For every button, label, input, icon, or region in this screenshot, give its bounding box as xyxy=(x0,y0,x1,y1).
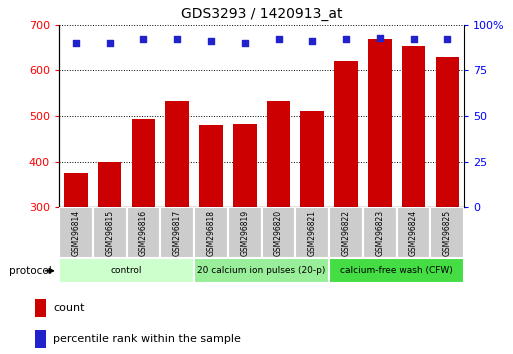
Bar xyxy=(93,207,127,258)
Bar xyxy=(430,207,464,258)
Bar xyxy=(402,46,425,207)
Text: control: control xyxy=(111,266,142,275)
Point xyxy=(207,38,215,44)
Point xyxy=(409,36,418,42)
Bar xyxy=(262,207,295,258)
Bar xyxy=(59,207,93,258)
Bar xyxy=(127,207,160,258)
Text: GSM296825: GSM296825 xyxy=(443,210,452,256)
Text: calcium-free wash (CFW): calcium-free wash (CFW) xyxy=(340,266,453,275)
Bar xyxy=(228,207,262,258)
Text: GSM296818: GSM296818 xyxy=(206,210,215,256)
Point xyxy=(72,40,80,46)
Text: GSM296824: GSM296824 xyxy=(409,210,418,256)
Text: 20 calcium ion pulses (20-p): 20 calcium ion pulses (20-p) xyxy=(198,266,326,275)
Bar xyxy=(301,112,324,207)
Bar xyxy=(64,173,88,207)
Bar xyxy=(59,258,194,283)
Text: protocol: protocol xyxy=(9,266,52,276)
Point xyxy=(376,35,384,40)
Bar xyxy=(334,61,358,207)
Bar xyxy=(165,101,189,207)
Bar xyxy=(368,39,391,207)
Point xyxy=(106,40,114,46)
Bar xyxy=(35,330,46,348)
Point xyxy=(274,36,283,42)
Bar xyxy=(233,124,256,207)
Text: GSM296823: GSM296823 xyxy=(376,210,384,256)
Point xyxy=(342,36,350,42)
Point xyxy=(241,40,249,46)
Bar xyxy=(160,207,194,258)
Bar xyxy=(295,207,329,258)
Text: GSM296821: GSM296821 xyxy=(308,210,317,256)
Bar xyxy=(329,258,464,283)
Text: GSM296817: GSM296817 xyxy=(173,210,182,256)
Bar xyxy=(194,207,228,258)
Text: GSM296815: GSM296815 xyxy=(105,210,114,256)
Point xyxy=(173,36,181,42)
Title: GDS3293 / 1420913_at: GDS3293 / 1420913_at xyxy=(181,7,342,21)
Point xyxy=(443,36,451,42)
Bar xyxy=(363,207,397,258)
Bar xyxy=(194,258,329,283)
Point xyxy=(140,36,148,42)
Text: GSM296819: GSM296819 xyxy=(240,210,249,256)
Point xyxy=(308,38,317,44)
Bar xyxy=(132,119,155,207)
Bar xyxy=(329,207,363,258)
Bar xyxy=(35,299,46,317)
Bar xyxy=(199,125,223,207)
Text: count: count xyxy=(53,303,85,313)
Text: GSM296816: GSM296816 xyxy=(139,210,148,256)
Bar xyxy=(436,57,459,207)
Bar xyxy=(267,101,290,207)
Text: percentile rank within the sample: percentile rank within the sample xyxy=(53,334,241,344)
Bar xyxy=(98,161,122,207)
Text: GSM296820: GSM296820 xyxy=(274,210,283,256)
Text: GSM296814: GSM296814 xyxy=(71,210,81,256)
Text: GSM296822: GSM296822 xyxy=(342,210,350,256)
Bar xyxy=(397,207,430,258)
